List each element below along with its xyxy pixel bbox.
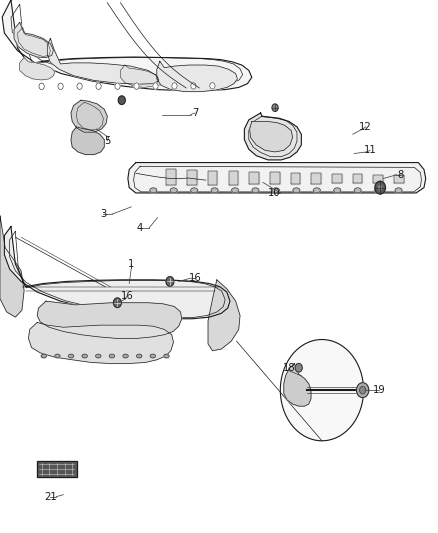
Polygon shape: [20, 58, 55, 80]
Text: 1: 1: [128, 259, 134, 269]
Circle shape: [58, 83, 63, 90]
Circle shape: [118, 96, 125, 104]
Polygon shape: [128, 163, 426, 193]
Polygon shape: [332, 174, 342, 183]
Polygon shape: [37, 461, 77, 477]
Ellipse shape: [41, 354, 46, 358]
Ellipse shape: [137, 354, 142, 358]
Text: 5: 5: [104, 136, 110, 146]
Polygon shape: [4, 227, 230, 319]
Polygon shape: [37, 301, 182, 338]
Polygon shape: [71, 127, 104, 155]
Ellipse shape: [374, 188, 381, 193]
Text: 19: 19: [372, 385, 385, 395]
Polygon shape: [157, 61, 237, 92]
Polygon shape: [250, 122, 293, 152]
Ellipse shape: [170, 188, 177, 193]
Ellipse shape: [395, 188, 402, 193]
Polygon shape: [14, 22, 53, 58]
Text: 21: 21: [44, 492, 57, 502]
Ellipse shape: [252, 188, 259, 193]
Ellipse shape: [55, 354, 60, 358]
Polygon shape: [353, 174, 362, 183]
Polygon shape: [0, 216, 24, 317]
Polygon shape: [249, 172, 259, 184]
Circle shape: [295, 364, 302, 372]
Ellipse shape: [110, 354, 115, 358]
Ellipse shape: [211, 188, 218, 193]
Ellipse shape: [232, 188, 239, 193]
Polygon shape: [311, 173, 321, 183]
Circle shape: [272, 104, 278, 111]
Ellipse shape: [191, 188, 198, 193]
Circle shape: [375, 181, 385, 194]
Polygon shape: [284, 364, 311, 406]
Ellipse shape: [164, 354, 169, 358]
Ellipse shape: [95, 354, 101, 358]
Circle shape: [113, 298, 121, 308]
Text: 10: 10: [268, 188, 280, 198]
Polygon shape: [229, 171, 238, 185]
Ellipse shape: [313, 188, 320, 193]
Circle shape: [115, 83, 120, 90]
Circle shape: [77, 83, 82, 90]
Polygon shape: [208, 171, 218, 185]
Ellipse shape: [334, 188, 341, 193]
Ellipse shape: [82, 354, 87, 358]
Circle shape: [378, 184, 383, 191]
Ellipse shape: [150, 354, 155, 358]
Ellipse shape: [68, 354, 74, 358]
Polygon shape: [2, 0, 252, 91]
Text: 11: 11: [364, 146, 377, 155]
Circle shape: [153, 83, 158, 89]
Text: 3: 3: [100, 209, 106, 219]
Polygon shape: [374, 175, 383, 183]
Text: 18: 18: [283, 363, 295, 373]
Circle shape: [357, 383, 369, 398]
Text: 4: 4: [137, 223, 143, 233]
Polygon shape: [166, 169, 176, 185]
Text: 8: 8: [398, 170, 404, 180]
Circle shape: [280, 340, 364, 441]
Polygon shape: [244, 113, 301, 160]
Polygon shape: [187, 170, 197, 185]
Circle shape: [172, 83, 177, 89]
Circle shape: [39, 83, 44, 90]
Ellipse shape: [354, 188, 361, 193]
Ellipse shape: [272, 188, 279, 193]
Circle shape: [360, 386, 366, 394]
Circle shape: [210, 83, 215, 89]
Polygon shape: [291, 173, 300, 184]
Polygon shape: [47, 38, 159, 84]
Circle shape: [134, 83, 139, 90]
Text: 16: 16: [120, 291, 134, 301]
Circle shape: [166, 277, 174, 286]
Polygon shape: [120, 65, 159, 87]
Circle shape: [191, 83, 196, 89]
Text: 16: 16: [188, 273, 201, 283]
Text: 7: 7: [192, 108, 198, 118]
Polygon shape: [71, 100, 107, 132]
Circle shape: [96, 83, 101, 90]
Polygon shape: [270, 172, 279, 184]
Polygon shape: [28, 322, 173, 364]
Ellipse shape: [293, 188, 300, 193]
Text: 12: 12: [359, 122, 372, 132]
Polygon shape: [208, 280, 240, 351]
Ellipse shape: [150, 188, 157, 193]
Ellipse shape: [123, 354, 128, 358]
Polygon shape: [394, 175, 404, 182]
